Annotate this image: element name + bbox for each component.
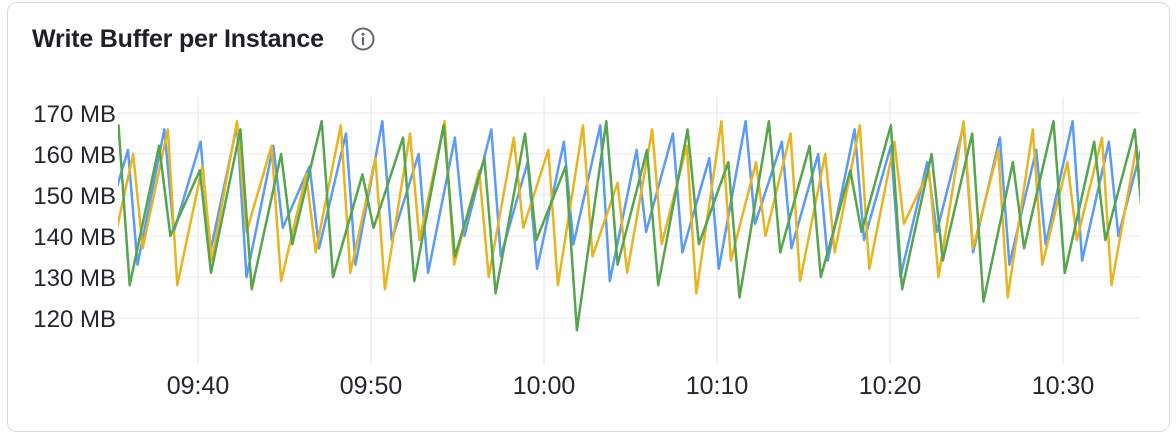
series-line-yellow [118, 119, 1140, 299]
y-axis-label: 150 MB [33, 183, 116, 210]
y-axis-label: 130 MB [33, 265, 116, 292]
panel-title: Write Buffer per Instance [32, 24, 324, 53]
x-axis-label: 10:10 [686, 372, 749, 400]
y-axis-label: 120 MB [33, 306, 116, 333]
x-axis-label: 09:50 [340, 372, 403, 400]
x-axis-label: 10:20 [859, 372, 922, 400]
y-axis-label: 140 MB [33, 224, 116, 251]
series-line-green [118, 119, 1140, 332]
y-axis-label: 170 MB [33, 101, 116, 128]
write-buffer-chart[interactable]: 09:40 09:50 10:00 10:10 10:20 10:30 170 MB 160 … [0, 0, 1176, 408]
x-axis-label: 10:30 [1032, 372, 1095, 400]
info-circle-icon[interactable] [350, 26, 376, 52]
panel-header: Write Buffer per Instance [32, 23, 376, 55]
y-axis-label: 160 MB [33, 142, 116, 169]
x-axis-label: 09:40 [167, 372, 230, 400]
x-axis-label: 10:00 [513, 372, 576, 400]
